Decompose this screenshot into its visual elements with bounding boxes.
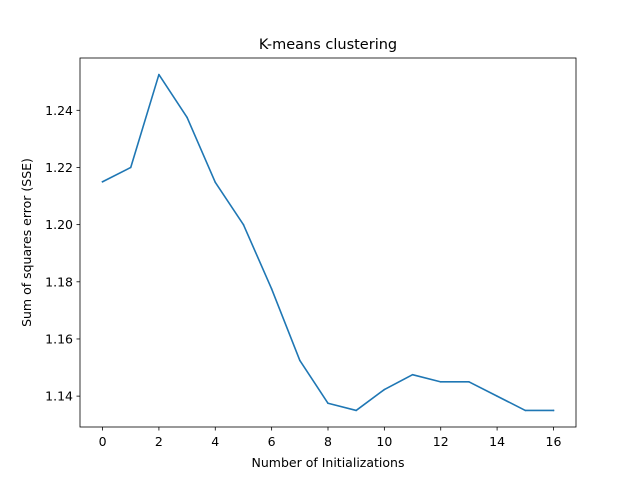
data-point (524, 409, 527, 412)
data-point (496, 395, 498, 397)
data-point (186, 116, 188, 119)
x-tick-label: 0 (99, 434, 107, 449)
series-layer (101, 73, 555, 412)
data-point (214, 181, 217, 184)
data-point (242, 223, 245, 226)
data-point (439, 381, 442, 383)
data-point (270, 288, 273, 290)
y-tick-label: 1.14 (45, 389, 73, 404)
plot-area (80, 58, 576, 427)
y-tick-label: 1.20 (45, 217, 73, 232)
data-point (101, 180, 104, 183)
x-axis: 0 2 4 6 8 10 12 14 16 (99, 427, 562, 449)
x-tick-label: 2 (155, 434, 163, 449)
y-tick-label: 1.22 (45, 160, 73, 175)
data-point (383, 388, 386, 391)
x-tick-label: 14 (489, 434, 505, 449)
y-axis: 1.14 1.16 1.18 1.20 1.22 1.24 (45, 103, 80, 404)
data-point (552, 409, 555, 412)
x-tick-label: 4 (211, 434, 219, 449)
y-tick-label: 1.24 (45, 103, 73, 118)
data-point (355, 409, 357, 412)
x-tick-label: 8 (324, 434, 332, 449)
chart-title: K-means clustering (259, 37, 397, 53)
data-point (411, 373, 414, 376)
x-tick-label: 12 (433, 434, 449, 449)
data-point (158, 73, 160, 76)
x-tick-label: 6 (268, 434, 276, 449)
x-axis-label: Number of Initializations (252, 455, 405, 470)
data-point (299, 359, 301, 362)
data-point (468, 381, 470, 383)
y-axis-label: Sum of squares error (SSE) (19, 158, 34, 327)
x-tick-label: 16 (546, 434, 562, 449)
x-tick-label: 10 (376, 434, 392, 449)
data-point (129, 166, 132, 169)
y-tick-label: 1.18 (45, 274, 73, 289)
y-tick-label: 1.16 (45, 331, 73, 346)
data-point (327, 402, 329, 405)
plot-frame (79, 57, 577, 428)
